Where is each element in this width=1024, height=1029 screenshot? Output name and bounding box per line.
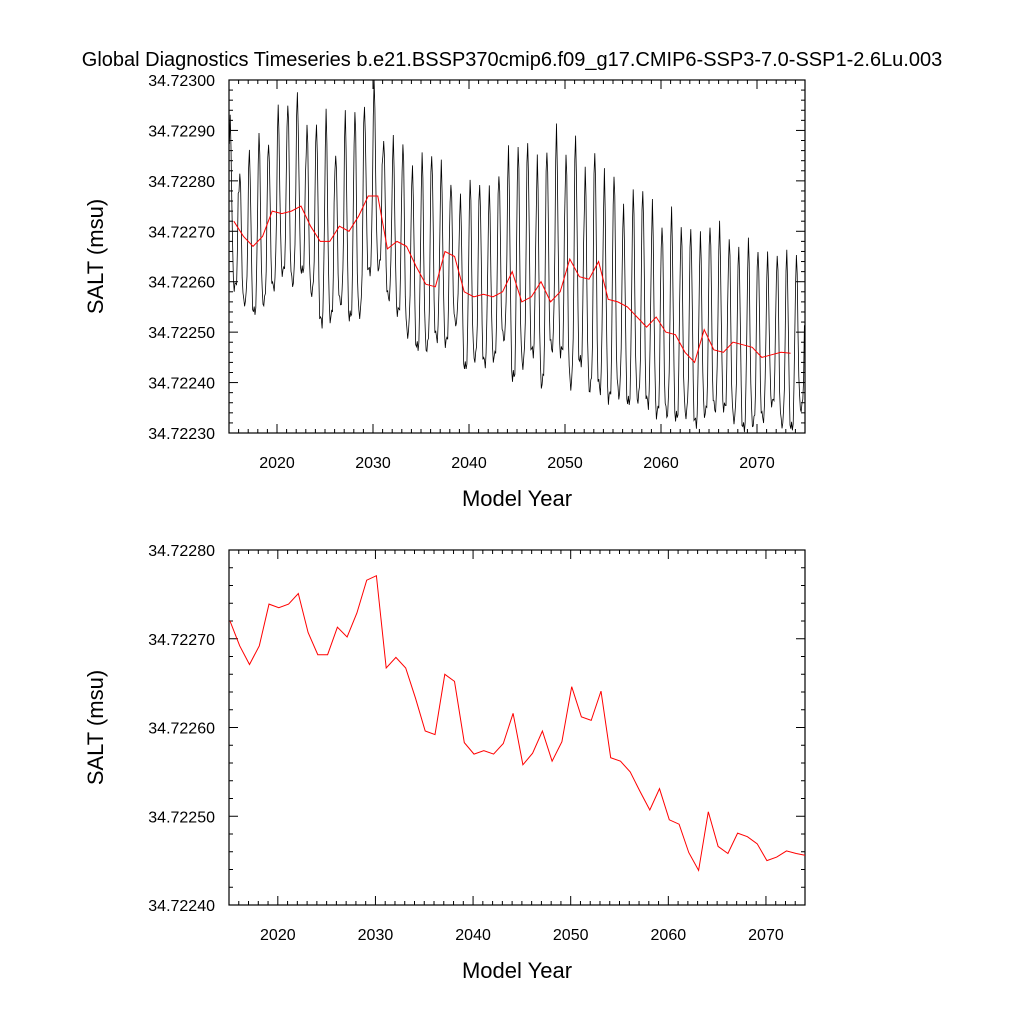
chart-title: Global Diagnostics Timeseries b.e21.BSSP… [82,49,942,71]
x-tick-label: 2020 [259,455,295,472]
y-tick-label: 34.72270 [148,632,215,649]
x-tick-label: 2030 [358,927,394,944]
y-tick-label: 34.72250 [148,809,215,826]
annual-mean-series-line [229,574,805,872]
x-tick-label: 2040 [455,927,491,944]
y-tick-label: 34.72300 [148,73,215,90]
top-panel: 2020 2030 2040 2050 2060 2070 34.72230 34.72240… [83,73,806,511]
x-tick-label: 2070 [748,927,784,944]
y-tick-label: 34.72240 [148,376,215,393]
x-tick-label: 2030 [355,455,391,472]
x-tick-label: 2060 [651,927,687,944]
x-tick-label: 2040 [451,455,487,472]
y-tick-label: 34.72280 [148,174,215,191]
y-tick-label: 34.72280 [148,543,215,560]
plot-frame [228,549,806,906]
x-tick-label: 2070 [739,455,775,472]
x-axis-label: Model Year [462,486,572,511]
x-axis-label: Model Year [462,958,572,983]
x-tick-label: 2050 [547,455,583,472]
y-tick-label: 34.72260 [148,721,215,738]
annual-mean-series-line [233,195,791,364]
y-tick-label: 34.72290 [148,123,215,140]
x-tick-label: 2020 [260,927,296,944]
y-tick-label: 34.72250 [148,325,215,342]
y-axis-label: SALT (msu) [83,670,108,785]
bottom-panel: 2020 2030 2040 2050 2060 2070 34.72240 34.72250… [83,543,806,983]
y-axis-label: SALT (msu) [83,199,108,314]
monthly-series-line [229,80,805,433]
y-tick-label: 34.72230 [148,426,215,443]
x-tick-label: 2050 [553,927,589,944]
x-tick-label: 2060 [643,455,679,472]
y-tick-label: 34.72260 [148,275,215,292]
y-tick-label: 34.72270 [148,224,215,241]
y-tick-label: 34.72240 [148,898,215,915]
